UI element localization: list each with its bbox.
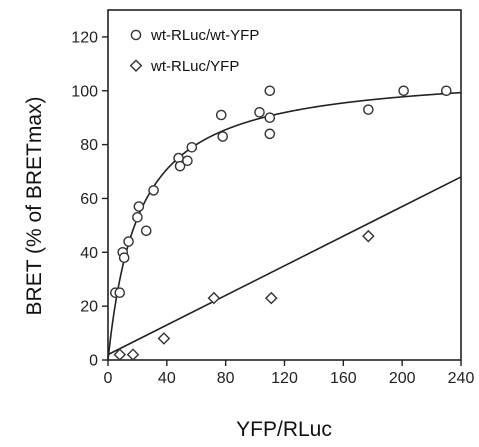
x-axis-title: YFP/RLuc [236,418,332,441]
data-point-circle [440,85,452,97]
y-tick-label: 0 [89,353,98,370]
saturation-fit-curve [107,91,462,361]
x-tick-label: 160 [330,370,357,387]
data-point-circle [132,212,143,223]
y-tick-label: 120 [71,29,98,46]
data-point-circle [264,112,276,123]
data-point-circle [148,185,159,196]
data-point-circle [264,128,276,140]
axis-ticks: 0 40 80 120 160 200 240 0 20 40 60 80 100 120 [71,29,474,387]
linear-fit-line [107,176,462,356]
data-point-circle [174,160,186,172]
data-point-diamond [126,348,140,361]
legend-label-wt-yfp: wt-RLuc/wt-YFP [150,27,259,44]
x-tick-label: 40 [158,370,176,387]
data-point-circle [133,201,145,212]
y-tick-label: 20 [80,299,98,316]
data-point-circle [118,252,130,263]
x-tick-label: 120 [271,370,298,387]
data-point-diamond [113,348,127,361]
legend-diamond-icon [129,59,143,72]
fit-curves [107,91,462,361]
data-point-circle [123,236,134,247]
x-tick-label: 240 [448,370,475,387]
y-tick-label: 40 [80,245,98,262]
y-tick-label: 60 [80,191,98,208]
data-point-circle [140,225,152,237]
x-tick-label: 0 [104,370,113,387]
data-point-circle [114,287,126,298]
y-tick-label: 100 [71,83,98,100]
legend-circle-icon [130,29,142,41]
data-point-diamond [207,291,221,305]
data-point-circle [398,85,409,97]
data-point-diamond [264,291,278,305]
legend-label-yfp: wt-RLuc/YFP [150,58,239,75]
data-points [110,85,452,361]
y-axis-title: BRET (% of BRETmax) [23,97,46,316]
data-point-circle [182,155,193,167]
legend: wt-RLuc/wt-YFP wt-RLuc/YFP [129,27,259,75]
data-point-circle [363,104,374,115]
x-tick-label: 80 [217,370,235,387]
x-tick-label: 200 [389,370,416,387]
data-point-circle [217,131,229,142]
data-point-diamond [362,229,375,243]
data-point-circle [264,85,276,97]
data-point-diamond [157,332,171,345]
data-point-circle [254,107,265,118]
data-point-circle [215,109,227,121]
y-tick-label: 80 [80,137,98,154]
data-point-circle [186,142,198,153]
